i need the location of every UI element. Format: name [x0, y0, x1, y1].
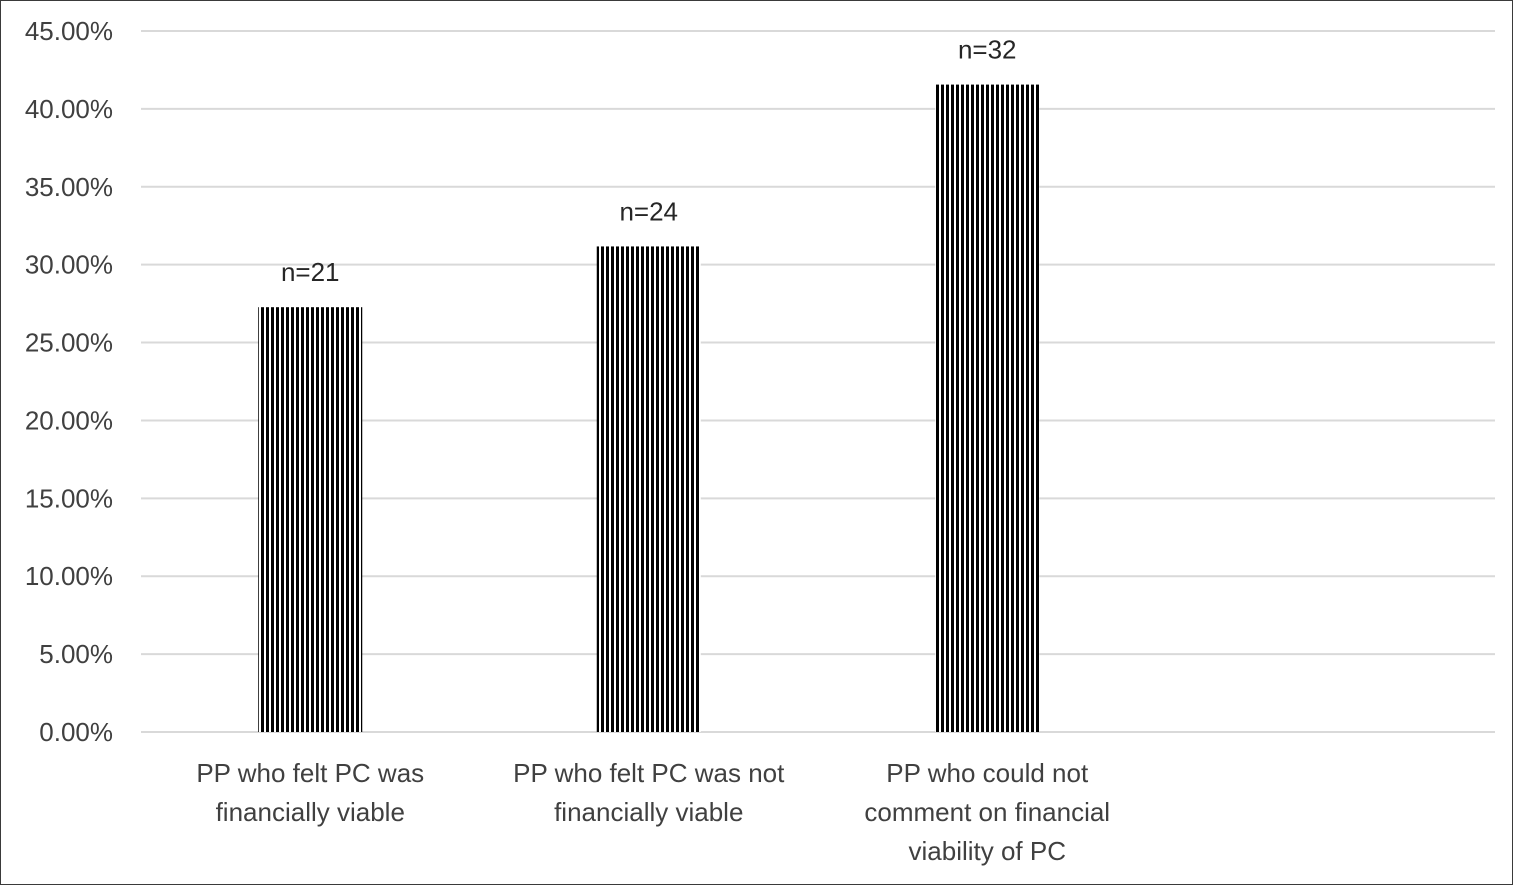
bar: [935, 84, 1040, 733]
y-tick-label: 0.00%: [39, 717, 113, 747]
y-tick-label: 20.00%: [25, 405, 113, 435]
gridlines: [141, 30, 1495, 733]
bar-data-label: n=21: [281, 257, 340, 287]
category-label-line: viability of PC: [909, 836, 1067, 866]
category-label-line: financially viable: [554, 797, 743, 827]
y-axis-tick-labels: 0.00% 5.00% 10.00% 15.00% 20.00% 25.00% 30.00%…: [25, 16, 113, 747]
y-tick-label: 45.00%: [25, 16, 113, 46]
category-label-line: PP who felt PC was: [196, 758, 424, 788]
category-label: PP who felt PC was not financially viable: [513, 758, 785, 827]
bar-data-label: n=32: [958, 35, 1017, 65]
y-tick-label: 15.00%: [25, 483, 113, 513]
category-label-line: PP who felt PC was not: [513, 758, 785, 788]
y-tick-label: 25.00%: [25, 328, 113, 358]
bar: [258, 307, 363, 732]
y-tick-label: 35.00%: [25, 172, 113, 202]
bar-data-label: n=24: [619, 196, 678, 226]
y-tick-label: 30.00%: [25, 250, 113, 280]
data-labels: n=21 n=24 n=32: [281, 35, 1017, 288]
bar: [596, 246, 701, 732]
category-label: PP who felt PC was financially viable: [196, 758, 424, 827]
category-label: PP who could not comment on financial viab…: [864, 758, 1110, 866]
category-label-line: PP who could not: [886, 758, 1089, 788]
y-tick-label: 40.00%: [25, 94, 113, 124]
y-tick-label: 10.00%: [25, 561, 113, 591]
category-label-line: financially viable: [216, 797, 405, 827]
y-tick-label: 5.00%: [39, 639, 113, 669]
category-label-line: comment on financial: [864, 797, 1110, 827]
bars: [258, 84, 1040, 733]
